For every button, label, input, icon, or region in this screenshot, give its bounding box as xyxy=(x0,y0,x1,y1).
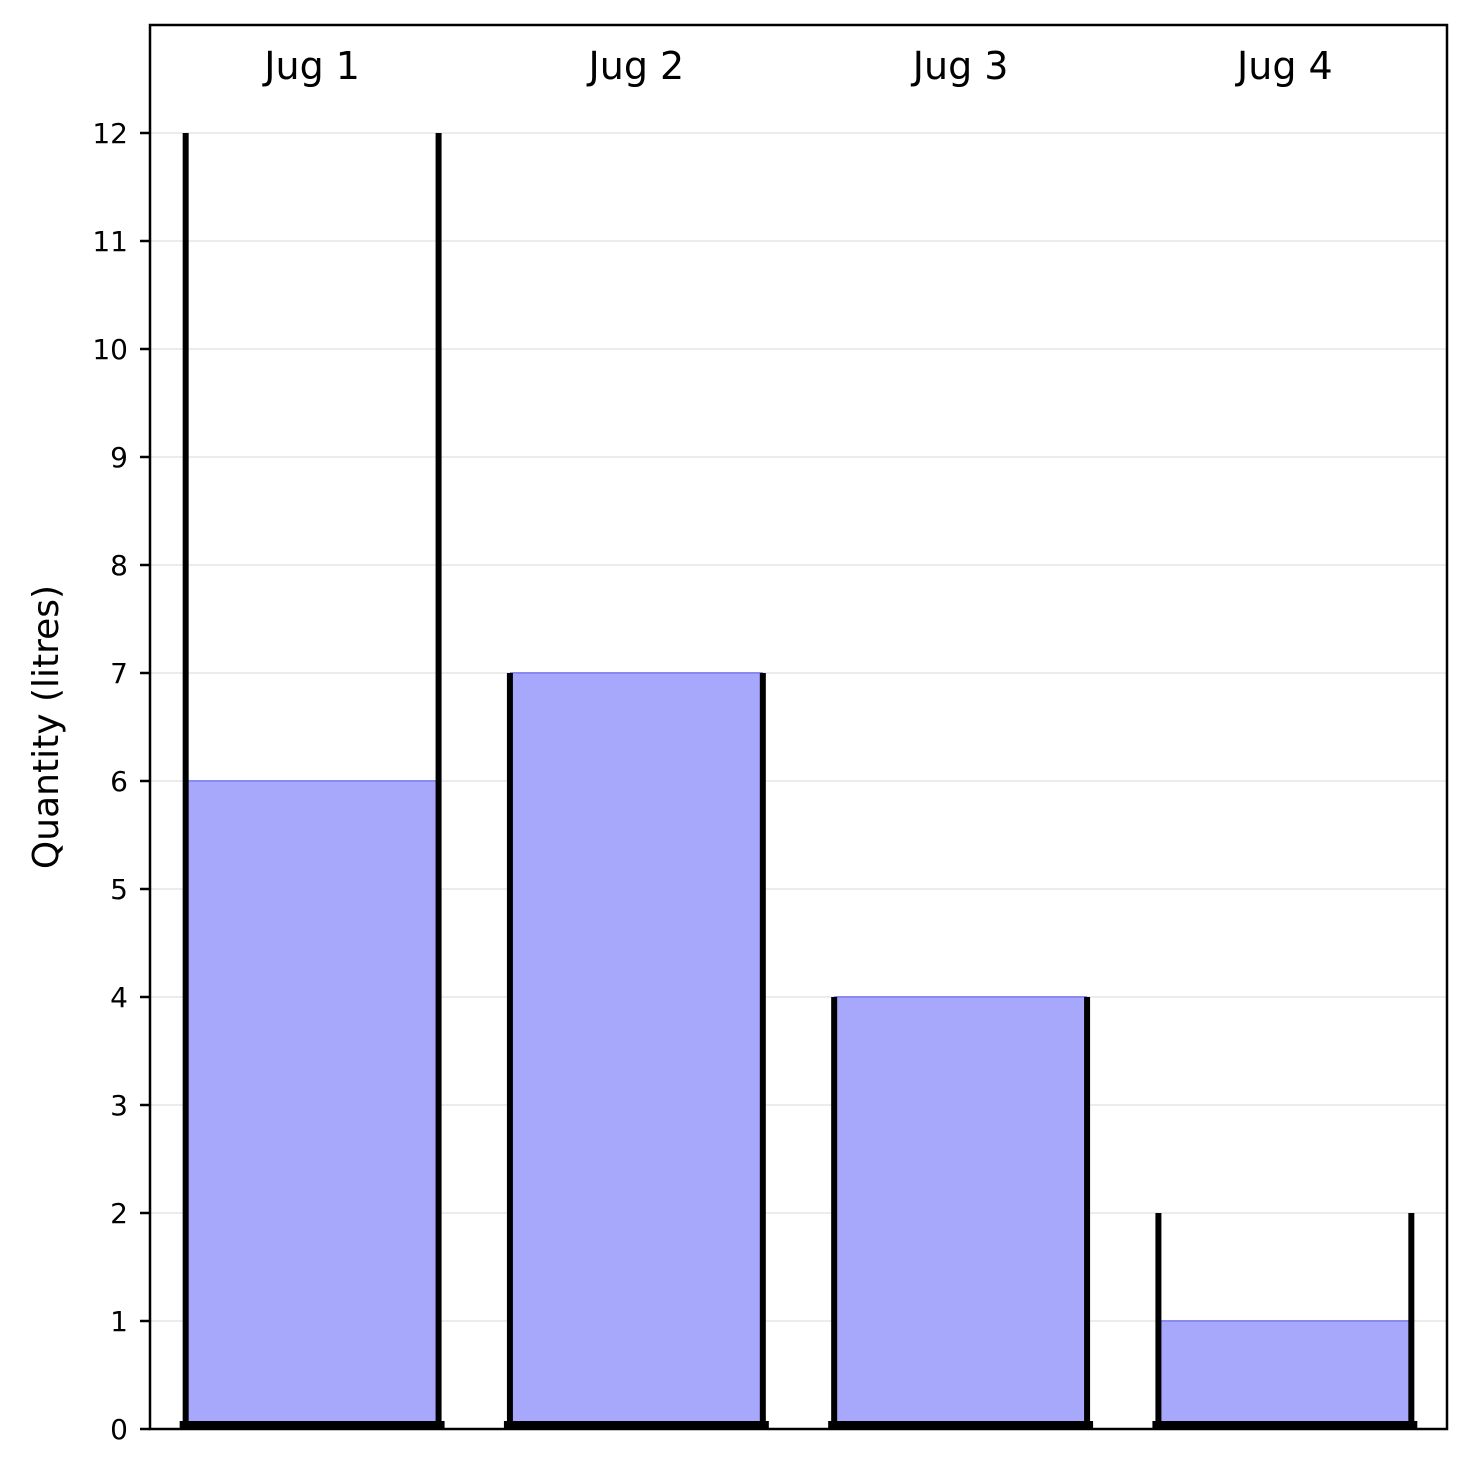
y-tick-label: 10 xyxy=(92,333,128,366)
jug-label: Jug 4 xyxy=(1235,44,1333,88)
water-fill-bar xyxy=(509,673,763,1425)
y-tick-label: 1 xyxy=(110,1305,128,1338)
y-tick-label: 3 xyxy=(110,1089,128,1122)
y-tick-label: 6 xyxy=(110,765,128,798)
water-fill-bar xyxy=(1158,1321,1412,1425)
jug-label: Jug 3 xyxy=(911,44,1009,88)
water-fills xyxy=(185,672,1412,1425)
y-tick-label: 5 xyxy=(110,873,128,906)
jug-labels: Jug 1 Jug 2 Jug 3 Jug 4 xyxy=(262,44,1332,88)
y-axis-title: Quantity (litres) xyxy=(26,585,67,869)
jug-outlines xyxy=(179,133,1418,1429)
y-tick-label: 4 xyxy=(110,981,128,1014)
water-fill-bar xyxy=(185,781,439,1425)
jug-label: Jug 1 xyxy=(262,44,360,88)
y-tick-label: 7 xyxy=(110,657,128,690)
water-fill-bar xyxy=(834,997,1088,1425)
y-tick-label: 9 xyxy=(110,441,128,474)
y-tick-label: 0 xyxy=(110,1413,128,1446)
y-tick-label: 2 xyxy=(110,1197,128,1230)
y-tick-label: 11 xyxy=(92,225,128,258)
plot-frame xyxy=(148,23,1449,1431)
y-tick-label: 8 xyxy=(110,549,128,582)
jug-label: Jug 2 xyxy=(587,44,685,88)
y-tick-label: 12 xyxy=(92,117,128,150)
